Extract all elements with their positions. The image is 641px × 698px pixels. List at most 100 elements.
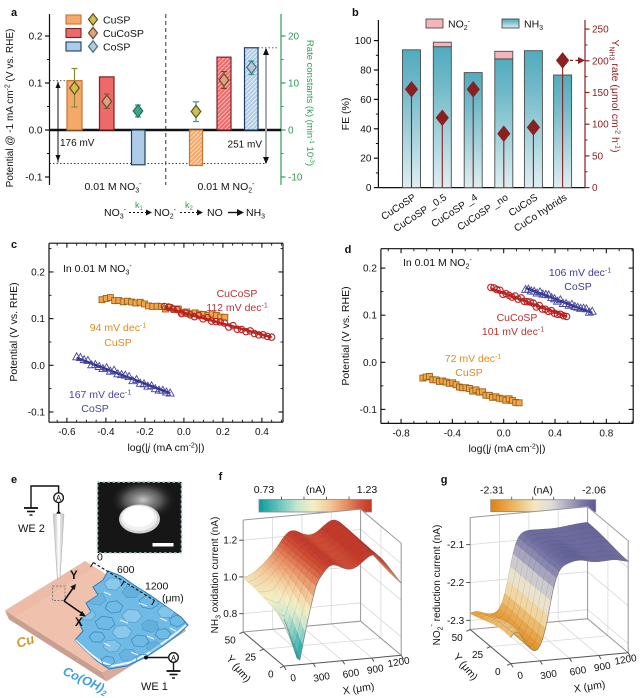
svg-text:e: e [11,474,17,486]
svg-text:d: d [345,244,352,256]
svg-text:In 0.01 M NO3​-​: In 0.01 M NO3​-​ [63,263,132,277]
svg-text:WE 1: WE 1 [141,681,168,693]
svg-text:80: 80 [360,66,372,77]
svg-text:0: 0 [288,126,294,137]
svg-text:-2.2: -2.2 [447,578,465,589]
svg-text:CuCoSP: CuCoSP [497,312,538,324]
svg-text:40: 40 [360,124,372,135]
svg-text:(nA): (nA) [306,484,326,496]
svg-text:-2.06: -2.06 [582,485,606,497]
svg-text:0.2: 0.2 [31,267,45,278]
svg-text:0: 0 [366,183,372,194]
svg-text:0.0: 0.0 [29,126,43,137]
svg-text:-10: -10 [288,173,303,184]
svg-text:100: 100 [592,120,609,131]
svg-text:0.4: 0.4 [255,427,269,438]
svg-text:a: a [11,7,18,19]
svg-text:log(|j (mA cm-2​)|): log(|j (mA cm-2​)|) [127,442,204,454]
svg-text:c: c [11,239,17,251]
svg-text:-0.1: -0.1 [25,173,43,184]
svg-text:0.73: 0.73 [254,484,275,496]
svg-text:CuSP: CuSP [455,367,482,379]
svg-text:-2.31: -2.31 [480,485,504,497]
svg-text:251 mV: 251 mV [228,140,263,151]
svg-text:0.01 M NO2​-​: 0.01 M NO2​-​ [197,181,255,195]
svg-text:0.8: 0.8 [599,428,613,439]
svg-text:1.0: 1.0 [223,572,237,583]
svg-text:300: 300 [313,671,332,685]
svg-text:200: 200 [592,56,609,67]
svg-text:167 mV dec-1​: 167 mV dec-1​ [69,389,131,401]
svg-text:k1​: k1​ [135,200,144,212]
svg-text:25: 25 [245,653,257,664]
svg-text:CuCoSP: CuCoSP [217,288,258,300]
svg-text:1.2: 1.2 [223,536,237,547]
svg-text:CoSP: CoSP [564,281,591,293]
svg-text:1200: 1200 [387,655,411,670]
svg-text:50: 50 [452,633,464,644]
svg-text:Potential (V vs. RHE): Potential (V vs. RHE) [8,282,20,381]
svg-text:0.0: 0.0 [31,361,45,372]
svg-text:100: 100 [355,36,372,47]
svg-text:NH3​: NH3​ [524,19,543,33]
svg-text:NH3​ oxidation current (nA): NH3​ oxidation current (nA) [210,517,223,634]
svg-text:0: 0 [97,552,103,564]
svg-text:0.0: 0.0 [363,358,377,369]
svg-text:0.1: 0.1 [363,311,377,322]
svg-text:CuSP: CuSP [103,14,130,26]
svg-text:250: 250 [592,25,609,36]
svg-text:0.1: 0.1 [31,314,45,325]
svg-text:A: A [56,494,62,503]
svg-text:0: 0 [517,670,525,682]
svg-text:(nA): (nA) [533,485,553,497]
svg-text:50: 50 [225,636,237,647]
svg-text:0: 0 [495,667,501,678]
svg-text:0.01 M NO3​-​: 0.01 M NO3​-​ [84,181,142,195]
svg-text:1.23: 1.23 [357,484,378,496]
svg-text:-0.4: -0.4 [97,427,115,438]
svg-text:(μm): (μm) [162,593,184,605]
svg-text:NO2​-​ reduction current (nA): NO2​-​ reduction current (nA) [429,525,445,646]
svg-text:0.0: 0.0 [177,427,191,438]
svg-text:Potential (V vs. RHE): Potential (V vs. RHE) [340,286,352,385]
svg-text:94 mV dec-1​: 94 mV dec-1​ [90,322,147,334]
svg-text:CoSP: CoSP [81,403,108,415]
svg-text:-0.1: -0.1 [28,407,46,418]
svg-text:Cu: Cu [14,631,36,651]
svg-text:-0.2: -0.2 [136,427,154,438]
svg-text:CuCoSP: CuCoSP [103,28,144,40]
svg-text:112 mV dec-1​: 112 mV dec-1​ [206,302,268,314]
svg-text:101 mV dec-1​: 101 mV dec-1​ [482,326,544,338]
svg-text:X: X [75,617,83,629]
svg-text:0: 0 [268,670,274,681]
svg-text:0.2: 0.2 [216,427,230,438]
svg-text:NO2​-​: NO2​-​ [448,19,471,33]
svg-text:-0.8: -0.8 [392,428,410,439]
svg-text:NO: NO [207,207,223,219]
svg-text:150: 150 [592,88,609,99]
svg-text:10: 10 [288,79,300,90]
svg-text:20: 20 [288,32,300,43]
svg-text:f: f [219,471,223,483]
svg-text:Potential @ -1 mA cm-2​ (V vs.: Potential @ -1 mA cm-2​ (V vs. RHE) [5,29,17,188]
svg-text:g: g [441,474,448,486]
svg-text:YNH3​ rate (μmol cm-2​ h-1​): YNH3​ rate (μmol cm-2​ h-1​) [608,39,622,152]
svg-text:b: b [352,7,359,19]
svg-text:NH3​: NH3​ [246,207,265,221]
svg-text:-0.1: -0.1 [360,405,378,416]
svg-text:CuSP: CuSP [104,337,131,349]
svg-text:600: 600 [569,665,588,679]
svg-text:WE 2: WE 2 [18,523,45,535]
svg-text:-0.6: -0.6 [58,427,76,438]
svg-text:0.0: 0.0 [497,428,511,439]
svg-text:900: 900 [593,661,612,675]
svg-text:1200: 1200 [614,653,638,668]
svg-text:log(|j (mA cm-2​)|): log(|j (mA cm-2​)|) [468,443,545,455]
svg-text:72 mV dec-1​: 72 mV dec-1​ [445,353,502,365]
svg-text:0: 0 [592,183,598,194]
svg-text:-2.1: -2.1 [447,540,465,551]
svg-text:FE (%): FE (%) [340,98,352,131]
svg-text:CoSP: CoSP [103,41,130,53]
svg-text:0.2: 0.2 [363,264,377,275]
svg-text:0.4: 0.4 [548,428,562,439]
